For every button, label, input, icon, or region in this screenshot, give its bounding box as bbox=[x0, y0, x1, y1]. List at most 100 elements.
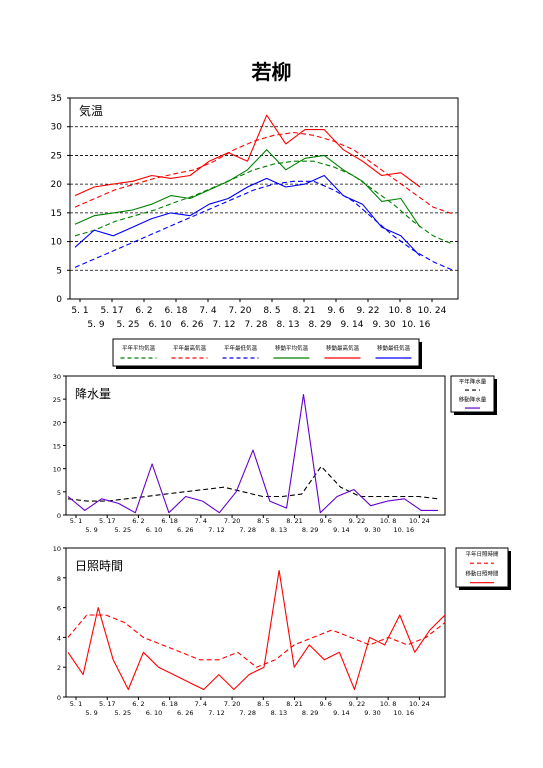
x-tick-label-bottom: 9. 30 bbox=[364, 709, 381, 717]
series-line-0 bbox=[74, 160, 454, 245]
x-tick-label-top: 5. 1 bbox=[70, 517, 82, 525]
x-tick-label-top: 6. 2 bbox=[135, 306, 152, 316]
legend-entry-label: 移動最低気温 bbox=[377, 344, 411, 352]
series-line-5 bbox=[74, 174, 421, 257]
x-tick-label-top: 8. 5 bbox=[257, 700, 269, 708]
legend-entry-label: 移動降水量 bbox=[459, 396, 487, 404]
x-tick-label-top: 5. 17 bbox=[101, 306, 124, 316]
y-tick-label: 15 bbox=[53, 443, 61, 451]
y-tick-label: 2 bbox=[57, 664, 61, 672]
plot-frame bbox=[69, 97, 459, 300]
x-tick-label-top: 8. 21 bbox=[293, 306, 316, 316]
y-tick-label: 30 bbox=[53, 373, 61, 381]
x-tick-label-top: 8. 5 bbox=[263, 306, 280, 316]
x-tick-label-bottom: 5. 9 bbox=[87, 320, 104, 330]
x-tick-label-bottom: 9. 30 bbox=[373, 320, 396, 330]
x-tick-label-top: 9. 6 bbox=[320, 517, 332, 525]
x-tick-label-top: 7. 4 bbox=[195, 700, 207, 708]
series-line-4 bbox=[74, 114, 421, 197]
series-line-3 bbox=[74, 149, 421, 228]
y-tick-label: 20 bbox=[51, 180, 63, 190]
y-tick-label: 15 bbox=[51, 209, 62, 219]
x-tick-label-top: 10. 8 bbox=[380, 700, 397, 708]
x-tick-label-bottom: 9. 14 bbox=[333, 526, 350, 534]
x-tick-label-bottom: 6. 10 bbox=[146, 526, 163, 534]
x-tick-label-bottom: 8. 13 bbox=[271, 709, 288, 717]
x-tick-label-top: 10. 24 bbox=[409, 700, 430, 708]
series-line-1 bbox=[74, 131, 454, 215]
x-tick-label-top: 6. 18 bbox=[161, 517, 178, 525]
x-tick-label-top: 8. 21 bbox=[286, 517, 303, 525]
x-tick-label-top: 9. 22 bbox=[349, 517, 366, 525]
y-tick-label: 6 bbox=[57, 605, 61, 613]
x-tick-label-bottom: 8. 13 bbox=[277, 320, 300, 330]
x-tick-label-top: 6. 18 bbox=[161, 700, 178, 708]
x-tick-label-bottom: 9. 14 bbox=[341, 320, 364, 330]
x-tick-label-bottom: 5. 25 bbox=[117, 320, 140, 330]
x-tick-label-bottom: 9. 14 bbox=[333, 709, 350, 717]
legend-entry-label: 平年降水量 bbox=[459, 378, 487, 386]
y-tick-label: 25 bbox=[51, 151, 62, 161]
legend-box bbox=[450, 375, 495, 413]
x-tick-label-bottom: 10. 16 bbox=[402, 320, 431, 330]
legend-entry-label: 平年最低気温 bbox=[224, 344, 258, 352]
legend-box bbox=[455, 547, 509, 588]
series-line-2 bbox=[74, 180, 454, 271]
x-tick-label-top: 5. 17 bbox=[99, 700, 116, 708]
chart-panel-1: 0 5 10 15 20 25 30 5. 1 5. 17 6. 2 6. 18 7. 4 7. 20 8… bbox=[53, 373, 497, 534]
x-tick-label-top: 9. 6 bbox=[327, 306, 344, 316]
y-tick-label: 20 bbox=[53, 419, 61, 427]
x-tick-label-bottom: 8. 29 bbox=[309, 320, 332, 330]
x-tick-label-bottom: 7. 12 bbox=[213, 320, 236, 330]
y-tick-label: 30 bbox=[51, 123, 63, 133]
x-tick-label-top: 9. 22 bbox=[349, 700, 366, 708]
x-tick-label-bottom: 10. 16 bbox=[393, 709, 414, 717]
x-tick-label-bottom: 5. 25 bbox=[115, 709, 132, 717]
y-tick-label: 8 bbox=[57, 575, 61, 583]
x-tick-label-top: 8. 21 bbox=[286, 700, 303, 708]
y-tick-label: 35 bbox=[51, 94, 62, 104]
x-tick-label-bottom: 7. 28 bbox=[239, 526, 256, 534]
x-tick-label-bottom: 7. 12 bbox=[208, 526, 225, 534]
panel-label: 降水量 bbox=[75, 387, 111, 401]
y-tick-label: 10 bbox=[51, 238, 63, 248]
series-line-0 bbox=[67, 614, 446, 668]
legend-box bbox=[112, 338, 420, 367]
page-title: 若柳 bbox=[251, 60, 292, 84]
x-tick-label-bottom: 6. 10 bbox=[146, 709, 163, 717]
legend-entry-label: 移動最高気温 bbox=[326, 344, 360, 352]
x-tick-label-bottom: 7. 28 bbox=[245, 320, 268, 330]
x-tick-label-top: 7. 20 bbox=[229, 306, 252, 316]
y-tick-label: 5 bbox=[56, 266, 62, 276]
x-tick-label-top: 6. 2 bbox=[132, 700, 144, 708]
y-tick-label: 10 bbox=[53, 466, 61, 474]
x-tick-label-bottom: 6. 26 bbox=[177, 526, 194, 534]
x-tick-label-bottom: 6. 10 bbox=[149, 320, 172, 330]
y-tick-label: 25 bbox=[53, 396, 61, 404]
x-tick-label-bottom: 6. 26 bbox=[177, 709, 194, 717]
series-line-0 bbox=[67, 465, 439, 502]
y-tick-label: 0 bbox=[56, 295, 62, 305]
x-tick-label-top: 7. 4 bbox=[195, 517, 207, 525]
legend-entry-label: 平年平均気温 bbox=[122, 344, 156, 352]
x-tick-label-bottom: 8. 29 bbox=[302, 709, 319, 717]
x-tick-label-top: 10. 8 bbox=[380, 517, 397, 525]
x-tick-label-top: 5. 1 bbox=[71, 306, 88, 316]
plot-frame bbox=[65, 375, 446, 516]
x-tick-label-bottom: 8. 29 bbox=[302, 526, 319, 534]
legend-entry-label: 平年日照時間 bbox=[465, 550, 499, 558]
y-tick-label: 5 bbox=[57, 489, 61, 497]
x-tick-label-bottom: 10. 16 bbox=[393, 526, 414, 534]
y-tick-label: 10 bbox=[53, 545, 61, 553]
series-line-1 bbox=[67, 569, 446, 691]
x-tick-label-top: 10. 24 bbox=[418, 306, 447, 316]
x-tick-label-bottom: 5. 9 bbox=[85, 526, 97, 534]
legend-entry-label: 平年最高気温 bbox=[173, 344, 207, 352]
x-tick-label-top: 5. 1 bbox=[70, 700, 82, 708]
x-tick-label-bottom: 9. 30 bbox=[364, 526, 381, 534]
x-tick-label-bottom: 8. 13 bbox=[271, 526, 288, 534]
x-tick-label-top: 8. 5 bbox=[257, 517, 269, 525]
x-tick-label-bottom: 5. 25 bbox=[115, 526, 132, 534]
x-tick-label-top: 5. 17 bbox=[99, 517, 116, 525]
